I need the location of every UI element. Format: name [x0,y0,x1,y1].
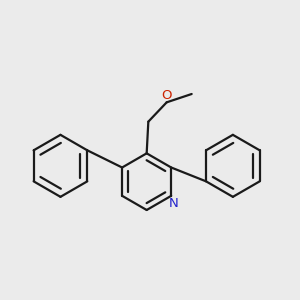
Text: O: O [161,89,171,102]
Text: N: N [169,197,179,210]
